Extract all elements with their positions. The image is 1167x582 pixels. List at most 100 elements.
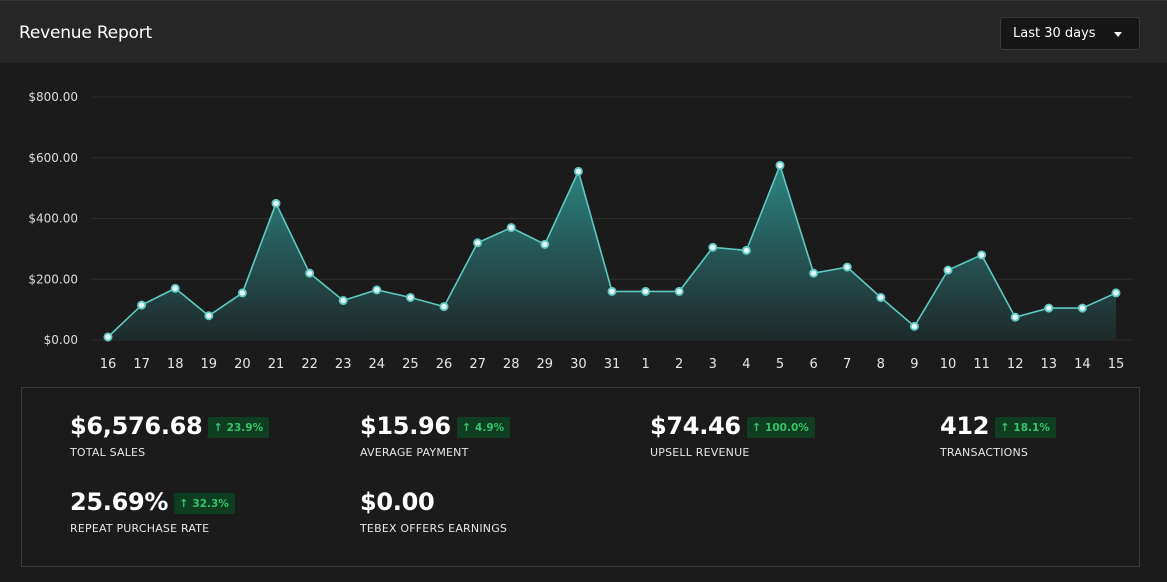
stats-panel: $6,576.68 ↑ 23.9% TOTAL SALES $15.96 ↑ 4.9% …	[21, 387, 1140, 567]
stat-total-sales: $6,576.68 ↑ 23.9% TOTAL SALES	[70, 412, 270, 459]
data-point[interactable]	[674, 286, 684, 296]
data-point[interactable]	[540, 239, 550, 249]
y-tick-label: $800.00	[28, 90, 78, 104]
data-point[interactable]	[237, 288, 247, 298]
data-point[interactable]	[204, 311, 214, 321]
chevron-down-icon	[1114, 32, 1122, 37]
x-tick-label: 31	[604, 357, 621, 372]
y-tick-label: $200.00	[28, 272, 78, 286]
stat-average-payment: $15.96 ↑ 4.9% AVERAGE PAYMENT	[360, 412, 511, 459]
x-tick-label: 4	[742, 357, 750, 372]
data-point[interactable]	[170, 283, 180, 293]
change-value: 4.9%	[475, 421, 505, 434]
date-range-dropdown[interactable]: Last 30 days	[1000, 17, 1140, 50]
data-point[interactable]	[473, 238, 483, 248]
data-point[interactable]	[1044, 303, 1054, 313]
change-badge: ↑ 32.3%	[174, 492, 235, 514]
stat-label: TEBEX OFFERS EARNINGS	[360, 522, 508, 535]
stat-label: TOTAL SALES	[70, 446, 146, 459]
data-point[interactable]	[775, 160, 785, 170]
data-point[interactable]	[876, 292, 886, 302]
data-point[interactable]	[137, 300, 147, 310]
data-point[interactable]	[103, 332, 113, 342]
stat-value: $15.96	[360, 412, 451, 440]
x-tick-label: 11	[973, 357, 990, 372]
data-point[interactable]	[372, 285, 382, 295]
report-header: Revenue Report Last 30 days	[0, 0, 1167, 63]
stat-value: 412	[940, 412, 990, 440]
change-badge: ↑ 4.9%	[456, 416, 511, 438]
data-point[interactable]	[909, 321, 919, 331]
x-tick-label: 23	[335, 357, 352, 372]
change-value: 18.1%	[1013, 421, 1050, 434]
data-point[interactable]	[1111, 288, 1121, 298]
change-badge: ↑ 100.0%	[746, 416, 815, 438]
date-range-label: Last 30 days	[1013, 26, 1096, 41]
stat-value: 25.69%	[70, 488, 169, 516]
x-tick-label: 1	[641, 357, 649, 372]
data-point[interactable]	[506, 223, 516, 233]
data-point[interactable]	[405, 292, 415, 302]
arrow-up-icon: ↑	[213, 420, 223, 434]
data-point[interactable]	[338, 296, 348, 306]
data-point[interactable]	[842, 262, 852, 272]
data-point[interactable]	[271, 198, 281, 208]
data-point[interactable]	[305, 268, 315, 278]
data-point[interactable]	[943, 265, 953, 275]
revenue-area	[108, 165, 1116, 340]
y-tick-label: $400.00	[28, 212, 78, 226]
x-tick-label: 28	[503, 357, 520, 372]
x-tick-label: 3	[709, 357, 717, 372]
x-tick-label: 21	[268, 357, 285, 372]
x-tick-label: 24	[369, 357, 386, 372]
data-point[interactable]	[741, 245, 751, 255]
x-tick-label: 17	[133, 357, 150, 372]
stat-label: TRANSACTIONS	[940, 446, 1029, 459]
change-value: 100.0%	[765, 421, 809, 434]
change-badge: ↑ 23.9%	[208, 416, 270, 438]
y-tick-label: $600.00	[28, 151, 78, 165]
arrow-up-icon: ↑	[179, 496, 189, 510]
x-tick-label: 2	[675, 357, 683, 372]
x-tick-label: 20	[234, 357, 251, 372]
data-point[interactable]	[977, 250, 987, 260]
stat-value: $0.00	[360, 488, 435, 516]
x-tick-label: 16	[100, 357, 117, 372]
data-point[interactable]	[607, 286, 617, 296]
stat-label: REPEAT PURCHASE RATE	[70, 522, 210, 535]
stat-transactions: 412 ↑ 18.1% TRANSACTIONS	[940, 412, 1056, 459]
x-tick-label: 30	[570, 357, 587, 372]
data-point[interactable]	[573, 166, 583, 176]
x-tick-label: 22	[301, 357, 318, 372]
stat-upsell-revenue: $74.46 ↑ 100.0% UPSELL REVENUE	[650, 412, 815, 459]
x-tick-label: 25	[402, 357, 419, 372]
stat-label: AVERAGE PAYMENT	[360, 446, 469, 459]
arrow-up-icon: ↑	[461, 420, 472, 434]
x-tick-label: 6	[809, 357, 817, 372]
change-badge: ↑ 18.1%	[995, 416, 1056, 438]
x-tick-label: 12	[1007, 357, 1024, 372]
x-tick-label: 26	[436, 357, 453, 372]
data-point[interactable]	[1010, 312, 1020, 322]
x-tick-label: 5	[776, 357, 784, 372]
x-tick-label: 8	[877, 357, 885, 372]
stat-label: UPSELL REVENUE	[650, 446, 750, 459]
change-value: 23.9%	[226, 421, 264, 434]
arrow-up-icon: ↑	[751, 420, 762, 434]
data-point[interactable]	[439, 302, 449, 312]
data-point[interactable]	[1077, 303, 1087, 313]
arrow-up-icon: ↑	[1000, 420, 1010, 434]
x-tick-label: 9	[910, 357, 918, 372]
data-point[interactable]	[809, 268, 819, 278]
x-tick-label: 13	[1041, 357, 1058, 372]
stat-tebex-offers-earnings: $0.00 TEBEX OFFERS EARNINGS	[360, 488, 507, 535]
data-point[interactable]	[708, 242, 718, 252]
x-tick-label: 7	[843, 357, 851, 372]
data-point[interactable]	[641, 286, 651, 296]
y-tick-label: $0.00	[44, 333, 78, 347]
x-tick-label: 19	[201, 357, 218, 372]
x-tick-label: 15	[1108, 357, 1125, 372]
x-tick-label: 14	[1074, 357, 1091, 372]
change-value: 32.3%	[192, 497, 229, 510]
